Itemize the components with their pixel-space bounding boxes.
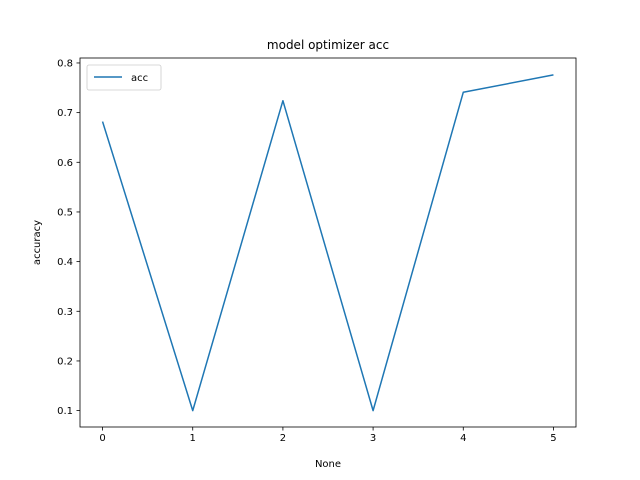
- legend-box: [86, 64, 162, 91]
- y-tick-label: 0.7: [57, 108, 73, 119]
- ticks-layer: 0 1 2 3 4 5 0.1 0.2 0.3 0.4 0.5 0.6 0.7 0.8: [57, 58, 557, 444]
- y-tick-label: 0.5: [57, 207, 73, 218]
- y-tick-label: 0.6: [57, 158, 73, 169]
- y-tick-label: 0.4: [57, 257, 73, 268]
- series-layer: [101, 74, 554, 412]
- y-axis-title: accuracy: [32, 220, 43, 265]
- x-axis-title: None: [315, 459, 341, 470]
- x-tick-label: 3: [370, 433, 376, 444]
- x-tick-label: 0: [99, 433, 105, 444]
- legend: acc: [86, 64, 162, 91]
- y-tick-label: 0.3: [57, 307, 73, 318]
- plot-area: [80, 58, 576, 427]
- x-tick-label: 4: [460, 433, 466, 444]
- chart-title: model optimizer acc: [267, 38, 389, 52]
- y-tick-label: 0.2: [57, 356, 73, 367]
- x-tick-label: 1: [190, 433, 196, 444]
- y-tick-label: 0.1: [57, 406, 73, 417]
- legend-label: acc: [131, 73, 148, 84]
- plot-frame: [79, 57, 577, 428]
- y-tick-label: 0.8: [57, 58, 73, 69]
- x-tick-label: 5: [550, 433, 556, 444]
- series-line-acc: [101, 74, 554, 412]
- x-tick-label: 2: [280, 433, 286, 444]
